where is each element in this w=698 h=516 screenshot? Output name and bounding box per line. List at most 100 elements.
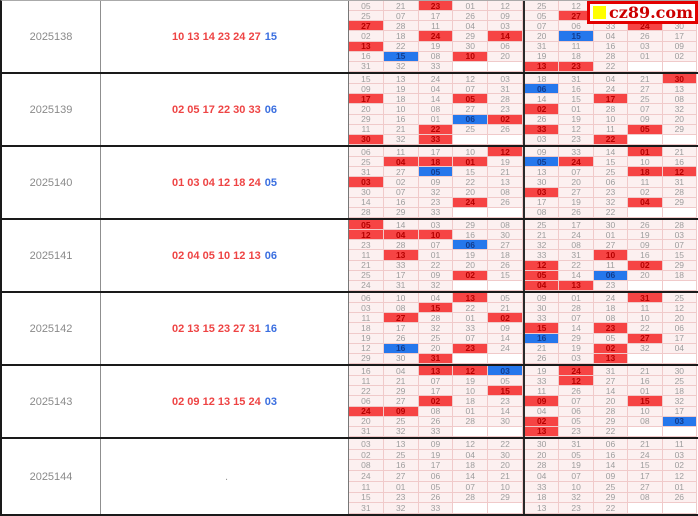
red-hit-cell: 04 bbox=[383, 230, 419, 241]
number-cell: 19 bbox=[628, 230, 663, 241]
red-hit-cell: 12 bbox=[488, 147, 523, 158]
number-cell: 10 bbox=[559, 481, 594, 493]
red-hit-cell: 15 bbox=[525, 323, 560, 334]
red-hit-cell: 12 bbox=[349, 230, 384, 241]
number-cell: 19 bbox=[559, 343, 594, 354]
number-cell: 17 bbox=[418, 460, 454, 472]
number-cell: 19 bbox=[453, 250, 489, 261]
number-cell: 33 bbox=[525, 376, 560, 387]
number-cell: 21 bbox=[349, 260, 384, 271]
number-cell: 30 bbox=[383, 353, 419, 364]
winning-blue-number: 16 bbox=[264, 322, 277, 335]
number-cell: 26 bbox=[418, 416, 454, 427]
winning-red-numbers: 02 09 12 13 15 24 bbox=[172, 395, 261, 408]
number-cell: 31 bbox=[559, 250, 594, 261]
number-cell: 16 bbox=[662, 157, 697, 168]
number-cell: 31 bbox=[593, 366, 629, 377]
number-cell: 11 bbox=[593, 260, 629, 271]
number-cell: 23 bbox=[559, 503, 594, 514]
number-cell: 04 bbox=[525, 471, 560, 482]
period-row: 2025140 01 03 04 12 18 24 05 06 11 17 10 12 25 04… bbox=[2, 147, 698, 220]
number-cell: 30 bbox=[453, 41, 489, 52]
blue-hit-cell: 16 bbox=[383, 343, 419, 354]
number-cell: 32 bbox=[383, 61, 419, 72]
number-cell: 29 bbox=[349, 353, 384, 364]
number-cell: 07 bbox=[453, 84, 489, 95]
winning-blue-number: 06 bbox=[264, 249, 277, 262]
number-cell: 08 bbox=[418, 51, 454, 62]
number-cell: 10 bbox=[628, 157, 663, 168]
number-cell: 22 bbox=[593, 207, 629, 218]
number-cell: 16 bbox=[349, 366, 384, 377]
number-grid-left: 16 04 13 12 03 11 21 07 19 05 22 29 17 10 15 06 27 02 18 23… bbox=[348, 366, 523, 437]
number-cell: 24 bbox=[349, 471, 384, 482]
number-cell: 27 bbox=[559, 187, 594, 198]
number-cell: 08 bbox=[488, 220, 523, 231]
number-cell: 30 bbox=[662, 21, 697, 32]
number-cell: 25 bbox=[662, 293, 697, 304]
red-hit-cell: 31 bbox=[418, 353, 454, 364]
period-row: 2025139 02 05 17 22 30 33 06 15 13 24 12 03 09 19… bbox=[2, 74, 698, 147]
empty-cell bbox=[488, 426, 523, 437]
number-cell: 29 bbox=[349, 114, 384, 125]
number-grid-left: 15 13 24 12 03 09 19 04 07 31 17 18 14 05 28 20 10 08 27 23… bbox=[348, 74, 523, 145]
number-cell: 18 bbox=[349, 323, 384, 334]
number-cell: 26 bbox=[525, 353, 560, 364]
number-cell: 04 bbox=[453, 449, 489, 461]
number-cell: 01 bbox=[593, 230, 629, 241]
winning-red-numbers: 02 04 05 10 12 13 bbox=[172, 249, 261, 262]
number-cell: 06 bbox=[349, 396, 384, 407]
number-cell: 33 bbox=[453, 323, 489, 334]
number-cell: 24 bbox=[488, 343, 523, 354]
number-cell: 13 bbox=[662, 84, 697, 95]
number-cell: 17 bbox=[559, 220, 594, 231]
empty-cell bbox=[488, 280, 523, 291]
number-cell: 25 bbox=[593, 481, 629, 493]
number-cell: 16 bbox=[628, 376, 663, 387]
red-hit-cell: 03 bbox=[525, 187, 560, 198]
red-hit-cell: 13 bbox=[349, 41, 384, 52]
number-cell: 21 bbox=[525, 343, 560, 354]
number-cell: 02 bbox=[383, 177, 419, 188]
empty-cell bbox=[662, 134, 697, 145]
number-cell: 15 bbox=[453, 167, 489, 178]
number-cell: 03 bbox=[488, 74, 523, 85]
number-cell: 09 bbox=[418, 439, 454, 450]
winning-numbers: 02 04 05 10 12 13 06 bbox=[101, 220, 348, 291]
period-row: 2025144. 03 13 09 12 22 02 25 19 04 30 08 16 17 18 20 24… bbox=[2, 439, 698, 514]
number-cell: 05 bbox=[488, 293, 523, 304]
red-hit-cell: 01 bbox=[628, 147, 663, 158]
number-cell: 28 bbox=[593, 406, 629, 417]
number-cell: 33 bbox=[559, 147, 594, 158]
red-hit-cell: 13 bbox=[559, 280, 594, 291]
red-hit-cell: 02 bbox=[525, 104, 560, 115]
number-cell: 07 bbox=[453, 481, 489, 493]
number-cell: 30 bbox=[488, 230, 523, 241]
number-cell: 07 bbox=[418, 376, 454, 387]
number-cell: 06 bbox=[593, 177, 629, 188]
number-grid-right: 09 33 14 01 21 05 24 15 10 16 13 07 25 18 12 30 20 06 11 31… bbox=[523, 147, 697, 218]
number-cell: 04 bbox=[418, 84, 454, 95]
empty-cell bbox=[453, 280, 489, 291]
number-cell: 04 bbox=[593, 74, 629, 85]
red-hit-cell: 24 bbox=[418, 31, 454, 42]
winning-red-numbers: 02 05 17 22 30 33 bbox=[172, 103, 261, 116]
cz89-logo-link[interactable]: cz89.com bbox=[587, 1, 698, 24]
number-cell: 32 bbox=[662, 396, 697, 407]
number-cell: 04 bbox=[418, 293, 454, 304]
red-hit-cell: 09 bbox=[525, 396, 560, 407]
red-hit-cell: 12 bbox=[662, 167, 697, 178]
number-cell: 28 bbox=[488, 94, 523, 105]
number-cell: 27 bbox=[488, 240, 523, 251]
number-cell: 21 bbox=[662, 147, 697, 158]
number-cell: 01 bbox=[418, 114, 454, 125]
period-id: 2025144 bbox=[2, 439, 101, 514]
number-cell: 07 bbox=[453, 333, 489, 344]
number-cell: 01 bbox=[453, 406, 489, 417]
number-cell: 18 bbox=[383, 94, 419, 105]
number-cell: 05 bbox=[349, 1, 384, 12]
number-cell: 21 bbox=[628, 366, 663, 377]
number-cell: 06 bbox=[418, 471, 454, 482]
number-cell: 33 bbox=[593, 21, 629, 32]
number-cell: 16 bbox=[593, 449, 629, 461]
